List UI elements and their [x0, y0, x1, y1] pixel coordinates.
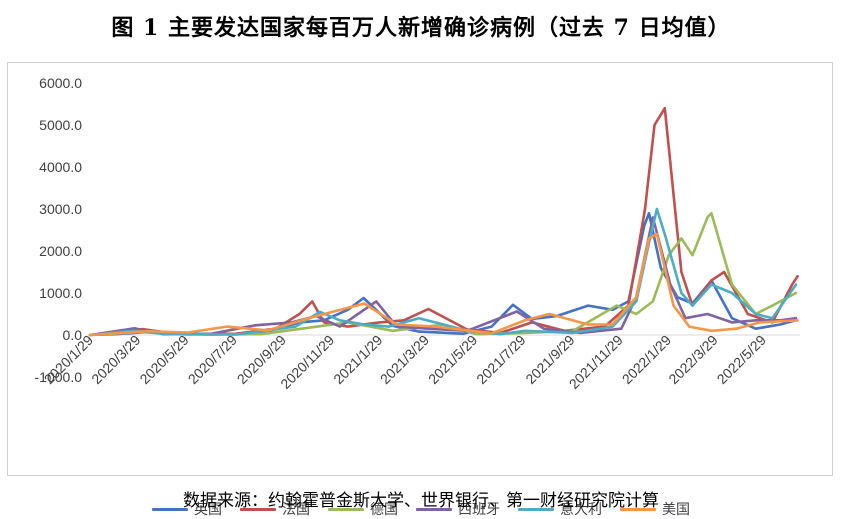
y-tick-label: 2000.0 — [39, 243, 82, 259]
x-axis-ticks: 2020/1/292020/3/292020/5/292020/7/292020… — [41, 332, 769, 392]
x-tick-label: 2021/5/29 — [425, 332, 481, 388]
legend-swatch — [152, 507, 188, 511]
chart-title: 图 1 主要发达国家每百万人新增确诊病例（过去 7 日均值） — [111, 15, 731, 41]
legend-label: 法国 — [282, 502, 310, 518]
y-tick-label: 5000.0 — [39, 117, 82, 133]
plot-lines — [88, 106, 800, 337]
y-tick-label: -1000.0 — [35, 369, 83, 385]
y-tick-label: 3000.0 — [39, 201, 82, 217]
series-line-意大利 — [88, 207, 798, 337]
chart-legend: 英国 法国 德国 西班牙 意大利 美国 — [8, 499, 834, 519]
y-tick-label: 0.0 — [63, 327, 83, 343]
legend-swatch — [240, 507, 276, 511]
legend-label: 英国 — [194, 502, 222, 518]
x-tick-label: 2020/5/29 — [136, 332, 192, 388]
x-tick-label: 2020/7/29 — [185, 332, 241, 388]
legend-swatch — [328, 507, 364, 511]
y-axis-ticks: -1000.0 0.0 1000.0 2000.0 3000.0 4000.0 5000.0… — [35, 75, 83, 385]
legend-item: 西班牙 — [416, 499, 500, 519]
x-tick-label: 2021/3/29 — [377, 332, 433, 388]
legend-label: 意大利 — [560, 502, 602, 518]
chart-frame: -1000.0 0.0 1000.0 2000.0 3000.0 4000.0 5000.0… — [7, 62, 833, 518]
series-line-美国 — [88, 232, 799, 337]
legend-item: 英国 — [152, 499, 222, 519]
y-tick-label: 4000.0 — [39, 159, 82, 175]
line-chart: -1000.0 0.0 1000.0 2000.0 3000.0 4000.0 5000.0… — [35, 75, 800, 392]
legend-label: 美国 — [662, 502, 690, 518]
legend-item: 意大利 — [518, 499, 602, 519]
x-tick-label: 2021/7/29 — [473, 332, 529, 388]
legend-swatch — [416, 507, 452, 511]
legend-label: 德国 — [370, 502, 398, 518]
legend-item: 美国 — [620, 499, 690, 519]
x-tick-label: 2022/1/29 — [619, 332, 675, 388]
legend-swatch — [620, 507, 656, 511]
y-tick-label: 1000.0 — [39, 285, 82, 301]
x-tick-label: 2022/3/29 — [665, 332, 721, 388]
series-line-西班牙 — [88, 216, 798, 337]
series-line-法国 — [88, 106, 799, 337]
data-source-note: 数据来源：约翰霍普金斯大学、世界银行、第一财经研究院计算 — [183, 491, 659, 511]
y-tick-label: 6000.0 — [39, 75, 82, 91]
x-tick-label: 2022/5/29 — [714, 332, 770, 388]
legend-item: 德国 — [328, 499, 398, 519]
legend-swatch — [518, 507, 554, 511]
x-tick-label: 2020/3/29 — [88, 332, 144, 388]
legend-item: 法国 — [240, 499, 310, 519]
x-tick-label: 2021/1/29 — [330, 332, 386, 388]
legend-label: 西班牙 — [458, 502, 500, 518]
